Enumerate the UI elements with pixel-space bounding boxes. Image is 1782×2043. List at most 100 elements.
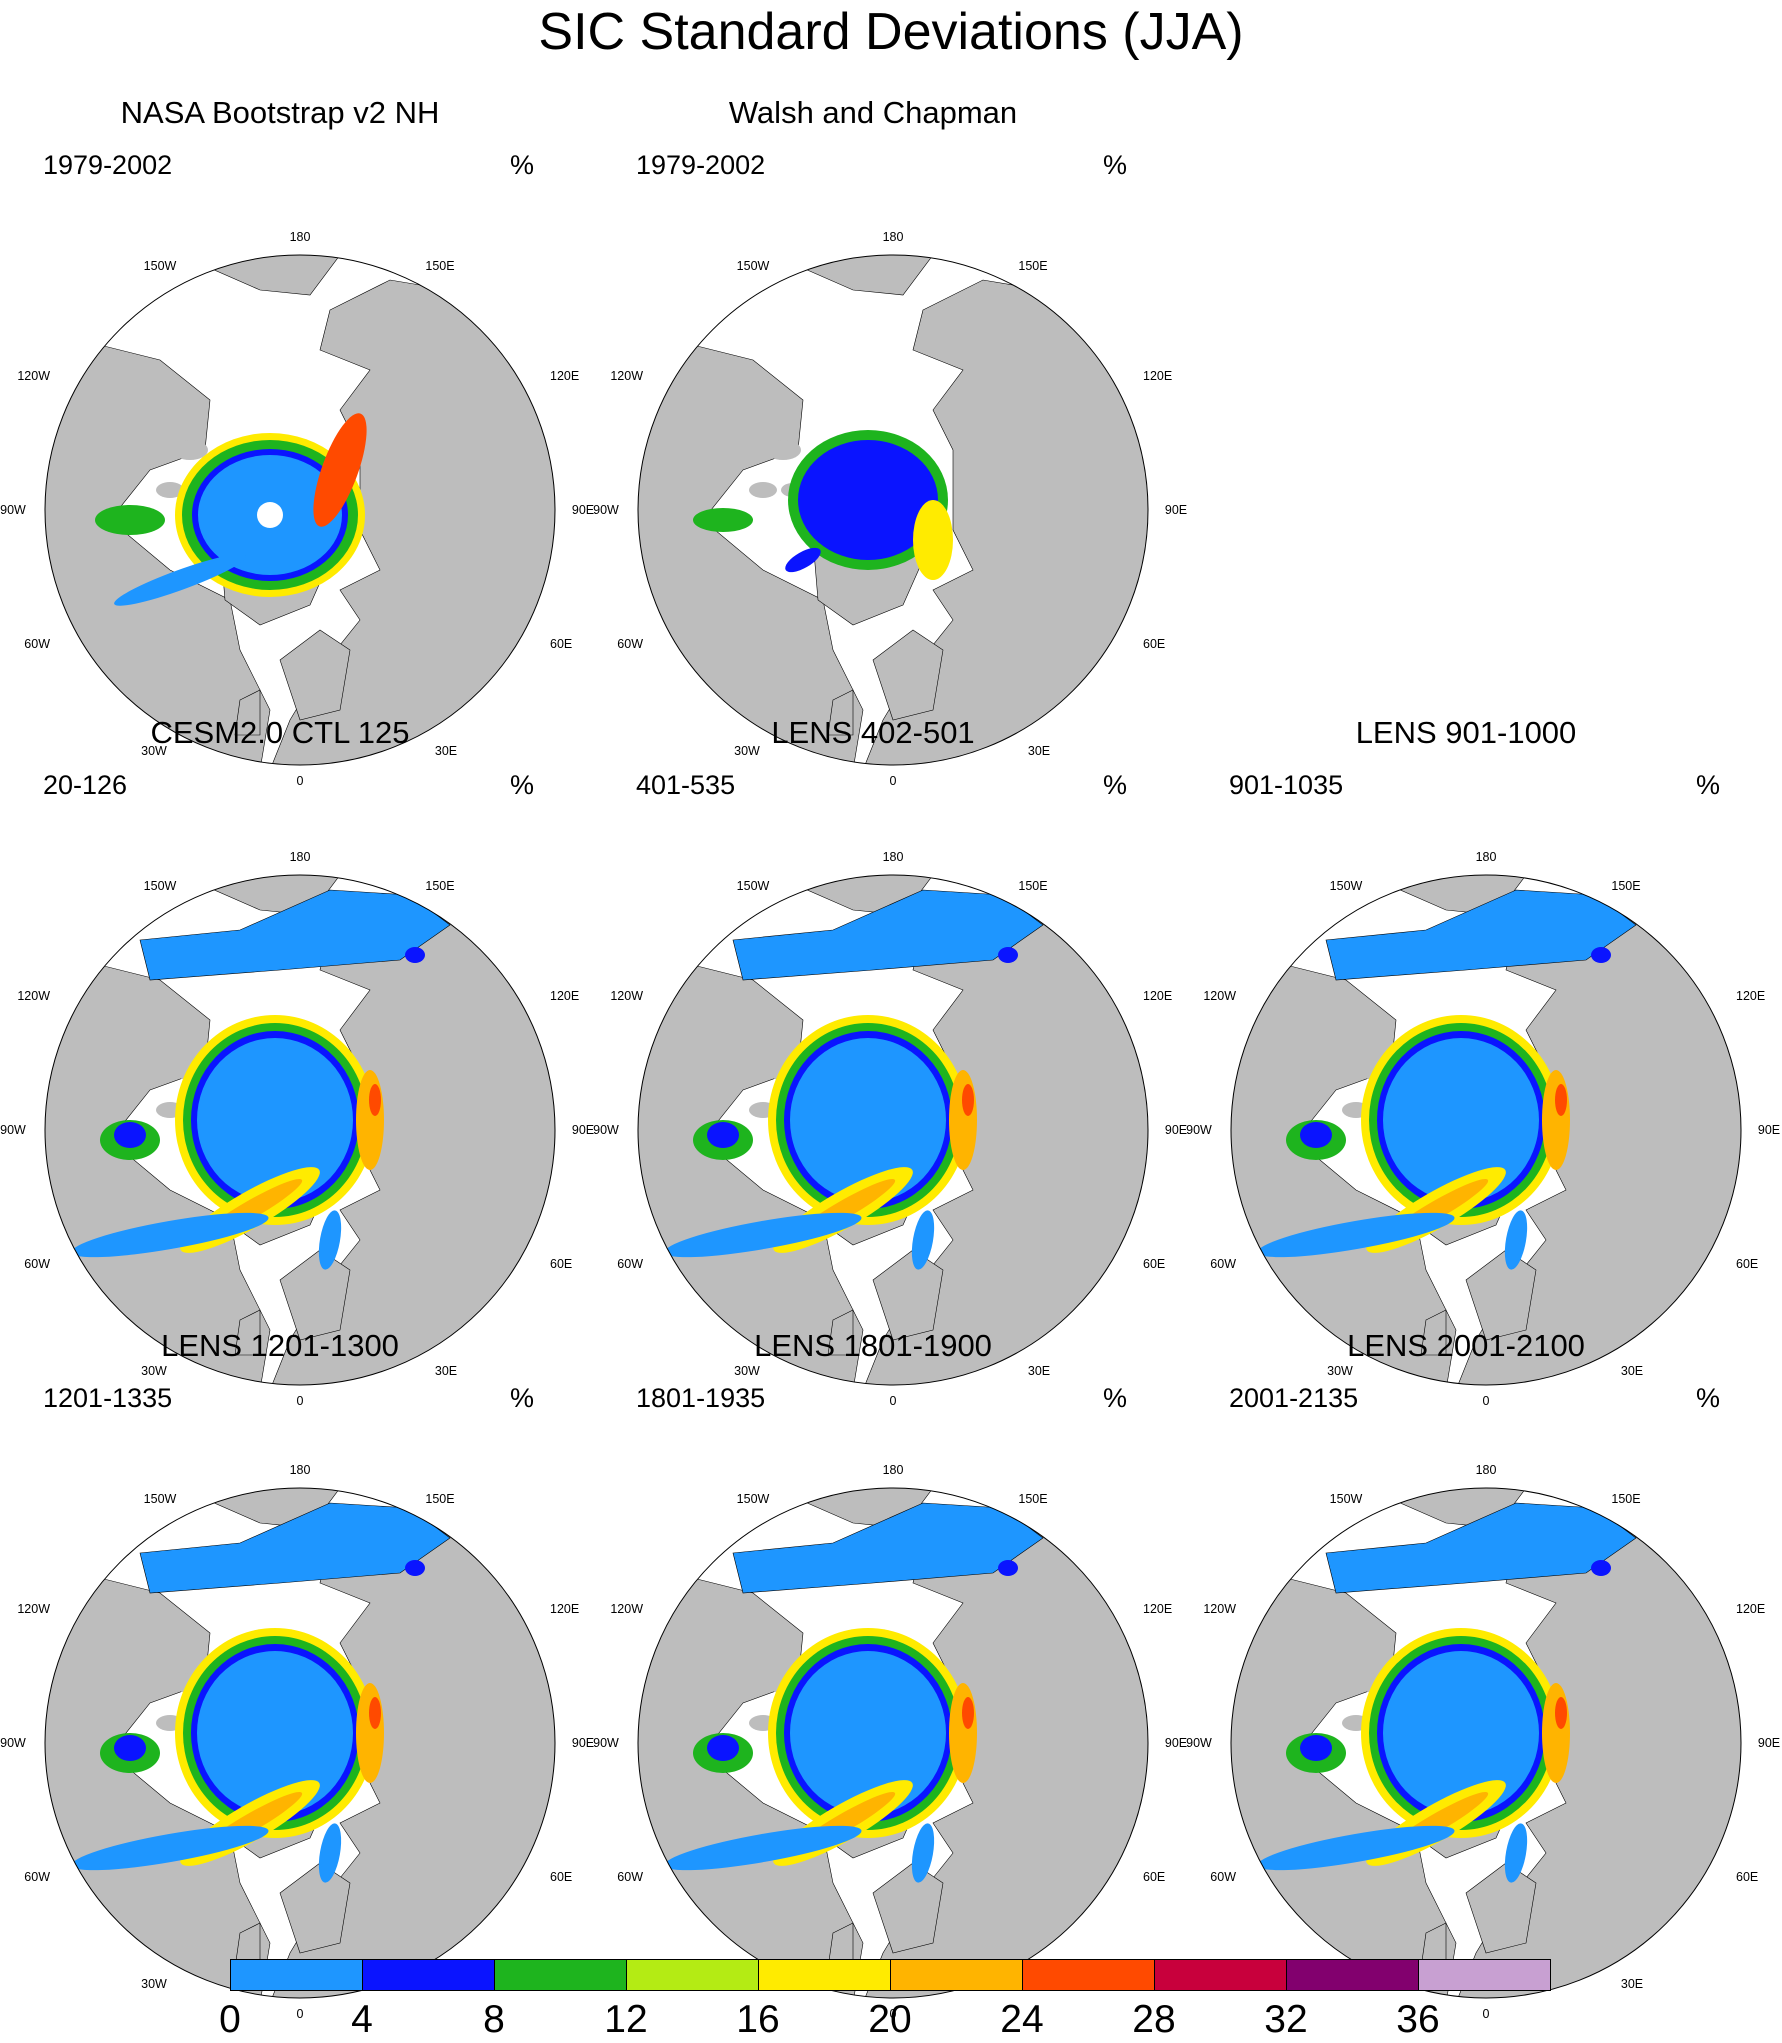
ice-baltic xyxy=(1504,1823,1528,1883)
longitude-label-l120: 120W xyxy=(1203,989,1236,1003)
ice-pacific-sector xyxy=(139,889,451,981)
longitude-label-r150: 150E xyxy=(425,1492,454,1506)
longitude-label-l150: 150W xyxy=(737,879,770,893)
panel-years: 401-535 xyxy=(636,770,736,800)
longitude-label-l120: 120W xyxy=(17,1602,50,1616)
ice-blue-patch xyxy=(785,547,821,573)
longitude-label-r60: 60E xyxy=(1143,637,1165,651)
land-island xyxy=(1356,1647,1376,1659)
polar-map xyxy=(45,1488,555,1998)
land-north-america xyxy=(1231,1562,1457,1998)
longitude-label-l120: 120W xyxy=(17,989,50,1003)
longitude-label-right: 90E xyxy=(1165,1736,1187,1750)
colorbar-tick-label: 36 xyxy=(1396,1998,1440,2041)
ice-baltic xyxy=(318,1210,342,1270)
longitude-label-r60: 60E xyxy=(550,637,572,651)
longitude-label-right: 90E xyxy=(572,1123,594,1137)
longitude-label-bottom: 0 xyxy=(297,774,304,788)
ice-baltic xyxy=(318,1823,342,1883)
longitude-label-r120: 120E xyxy=(1143,1602,1172,1616)
longitude-label-l120: 120W xyxy=(610,369,643,383)
longitude-label-l150: 150W xyxy=(737,259,770,273)
longitude-label-l30: 30W xyxy=(734,744,760,758)
panel-units: % xyxy=(510,770,535,800)
ice-pacific-sector xyxy=(1325,1502,1637,1594)
land-british-isles xyxy=(234,689,261,736)
ice-pacific-sector xyxy=(139,1502,451,1594)
longitude-label-l30: 30W xyxy=(1327,1364,1353,1378)
longitude-label-top: 180 xyxy=(290,1463,311,1477)
longitude-label-right: 90E xyxy=(1758,1736,1780,1750)
longitude-label-right: 90E xyxy=(572,503,594,517)
ice-core xyxy=(1383,1651,1539,1815)
longitude-label-left: 90W xyxy=(0,1736,26,1750)
land-north-america xyxy=(638,1562,864,1998)
colorbar-swatch xyxy=(890,1959,1023,1991)
longitude-label-r150: 150E xyxy=(1018,879,1047,893)
ice-red-spot xyxy=(369,1084,381,1116)
longitude-label-right: 90E xyxy=(1165,1123,1187,1137)
map-panel: LENS 1201-1300 180 0 90W 90E 150W 150E 120W 120E… xyxy=(0,1328,594,2021)
longitude-label-r120: 120E xyxy=(1736,989,1765,1003)
land-north-america xyxy=(45,1562,271,1998)
longitude-label-r30: 30E xyxy=(1621,1977,1643,1991)
land-island xyxy=(763,1647,783,1659)
longitude-label-r120: 120E xyxy=(1143,369,1172,383)
ice-core xyxy=(197,1651,353,1815)
land-scandinavia xyxy=(872,1862,944,1954)
panel-units: % xyxy=(1103,150,1128,180)
longitude-label-r60: 60E xyxy=(550,1870,572,1884)
ice-red-spot xyxy=(962,1697,974,1729)
land-north-america xyxy=(638,329,864,765)
panel-title: LENS 1201-1300 xyxy=(161,1328,399,1363)
longitude-label-left: 90W xyxy=(1186,1736,1212,1750)
ice-baffin xyxy=(114,554,246,606)
ice-red-spot xyxy=(962,1084,974,1116)
map-panel: CESM2.0 CTL 125 180 0 90W 90E 150W 150E 120W 120… xyxy=(0,715,594,1408)
land-north-america xyxy=(45,329,271,765)
ice-labrador xyxy=(71,1212,269,1258)
longitude-label-l120: 120W xyxy=(17,369,50,383)
land-island xyxy=(156,482,184,498)
panel-years: 1801-1935 xyxy=(636,1383,766,1413)
longitude-label-bottom: 0 xyxy=(890,774,897,788)
land-british-isles xyxy=(827,689,854,736)
longitude-label-r120: 120E xyxy=(550,369,579,383)
longitude-label-left: 90W xyxy=(593,1123,619,1137)
land-scandinavia xyxy=(1465,1249,1537,1341)
panel-years: 1979-2002 xyxy=(43,150,173,180)
longitude-label-top: 180 xyxy=(883,230,904,244)
longitude-label-bottom: 0 xyxy=(1483,1394,1490,1408)
colorbar-tick-label: 4 xyxy=(351,1998,373,2041)
ice-orange-edge xyxy=(356,1070,384,1170)
longitude-label-right: 90E xyxy=(1165,503,1187,517)
map-boundary xyxy=(44,254,556,766)
map-panel: Walsh and Chapman 180 0 90W 90E 150W 150E 120W 1… xyxy=(593,95,1187,788)
ice-okhotsk-blue xyxy=(405,1560,425,1576)
land-island xyxy=(170,414,190,426)
map-boundary xyxy=(44,874,556,1386)
longitude-label-r60: 60E xyxy=(1736,1870,1758,1884)
colorbar-swatch xyxy=(362,1959,495,1991)
land-british-isles xyxy=(234,1309,261,1356)
longitude-label-r150: 150E xyxy=(1018,259,1047,273)
ice-pacific-sector xyxy=(1325,889,1637,981)
longitude-label-left: 90W xyxy=(0,503,26,517)
land-scandinavia xyxy=(279,629,351,721)
longitude-label-r60: 60E xyxy=(1143,1870,1165,1884)
land-north-america xyxy=(638,949,864,1385)
longitude-label-l120: 120W xyxy=(610,989,643,1003)
polar-map xyxy=(1231,1488,1741,1998)
land-scandinavia xyxy=(279,1862,351,1954)
ice-red-spot xyxy=(1555,1697,1567,1729)
polar-map xyxy=(638,255,1148,765)
panel-years: 2001-2135 xyxy=(1229,1383,1359,1413)
land-island xyxy=(749,482,777,498)
colorbar-tick-label: 24 xyxy=(1000,1998,1044,2041)
colorbar-swatch xyxy=(626,1959,759,1991)
ice-hudson-blue xyxy=(1300,1735,1332,1761)
map-boundary xyxy=(637,1487,1149,1999)
polar-map xyxy=(1231,875,1741,1385)
